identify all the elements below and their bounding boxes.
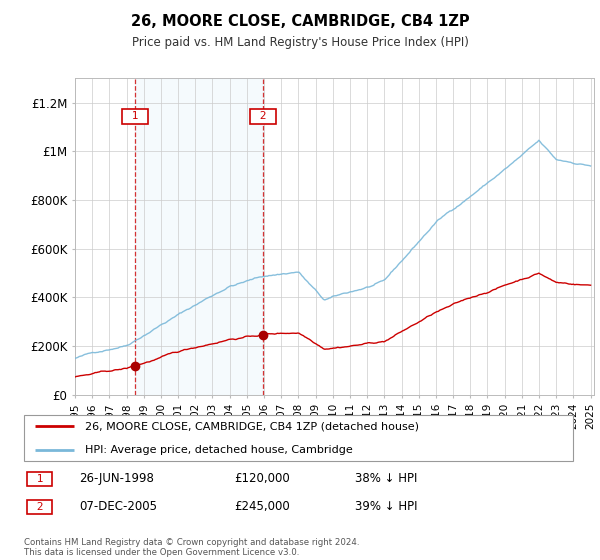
Text: 39% ↓ HPI: 39% ↓ HPI bbox=[355, 500, 418, 514]
Bar bbox=[135, 78, 263, 395]
Text: 1: 1 bbox=[29, 474, 50, 484]
Text: HPI: Average price, detached house, Cambridge: HPI: Average price, detached house, Camb… bbox=[85, 445, 352, 455]
Text: £245,000: £245,000 bbox=[234, 500, 290, 514]
Text: 26, MOORE CLOSE, CAMBRIDGE, CB4 1ZP (detached house): 26, MOORE CLOSE, CAMBRIDGE, CB4 1ZP (det… bbox=[85, 421, 419, 431]
Text: 26-JUN-1998: 26-JUN-1998 bbox=[79, 472, 154, 486]
Text: 2: 2 bbox=[253, 111, 273, 122]
Text: £120,000: £120,000 bbox=[234, 472, 290, 486]
Text: 38% ↓ HPI: 38% ↓ HPI bbox=[355, 472, 418, 486]
Text: 07-DEC-2005: 07-DEC-2005 bbox=[79, 500, 157, 514]
Text: Contains HM Land Registry data © Crown copyright and database right 2024.
This d: Contains HM Land Registry data © Crown c… bbox=[24, 538, 359, 557]
Text: Price paid vs. HM Land Registry's House Price Index (HPI): Price paid vs. HM Land Registry's House … bbox=[131, 36, 469, 49]
Text: 1: 1 bbox=[125, 111, 145, 122]
Text: 2: 2 bbox=[29, 502, 50, 512]
FancyBboxPatch shape bbox=[24, 416, 573, 461]
Text: 26, MOORE CLOSE, CAMBRIDGE, CB4 1ZP: 26, MOORE CLOSE, CAMBRIDGE, CB4 1ZP bbox=[131, 14, 469, 29]
